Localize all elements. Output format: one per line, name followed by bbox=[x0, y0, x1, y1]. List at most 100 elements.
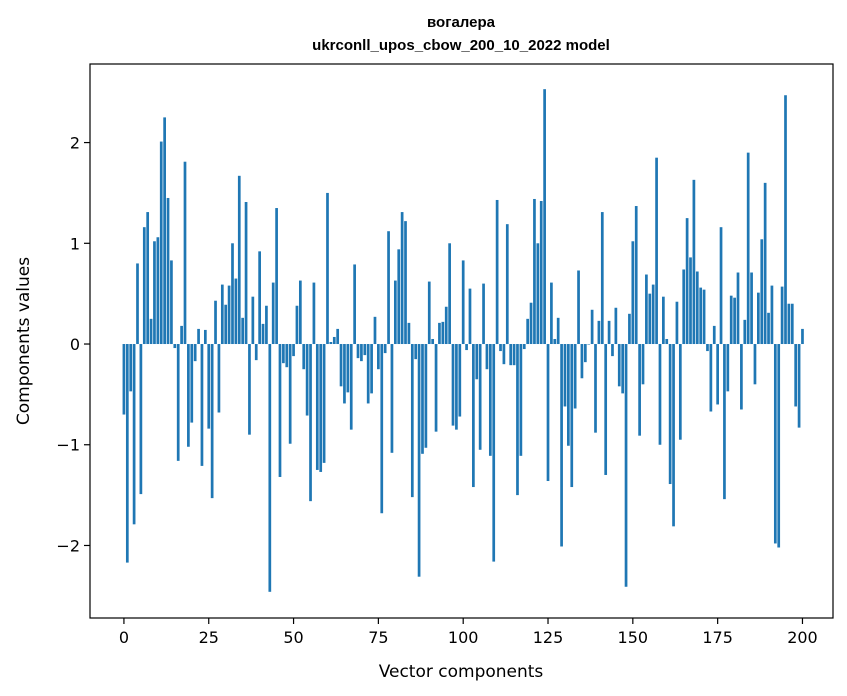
bar bbox=[231, 243, 234, 345]
bar bbox=[122, 344, 126, 415]
bar bbox=[451, 344, 455, 426]
bar bbox=[214, 300, 217, 345]
bar bbox=[770, 285, 774, 345]
bar bbox=[170, 260, 173, 345]
bar bbox=[563, 344, 567, 407]
bar bbox=[729, 295, 733, 345]
bar bbox=[414, 344, 418, 360]
bar bbox=[685, 218, 689, 345]
bar bbox=[434, 344, 438, 432]
bar bbox=[404, 221, 407, 345]
bar bbox=[187, 344, 190, 447]
bar bbox=[207, 344, 211, 429]
bar bbox=[424, 344, 428, 448]
bar bbox=[801, 328, 804, 345]
bar bbox=[590, 309, 594, 345]
bar bbox=[597, 320, 601, 345]
bar bbox=[743, 319, 747, 345]
bar bbox=[600, 212, 604, 345]
bar bbox=[604, 344, 608, 475]
bar bbox=[709, 344, 713, 412]
bar bbox=[349, 344, 353, 430]
y-tick-label: 2 bbox=[70, 134, 80, 153]
bar bbox=[611, 344, 614, 357]
chart-title-line-1: вогалера bbox=[427, 14, 496, 31]
bar bbox=[268, 344, 272, 592]
x-tick-label: 200 bbox=[787, 628, 818, 647]
bar bbox=[628, 313, 631, 345]
bar bbox=[302, 344, 306, 370]
y-tick-label: 0 bbox=[70, 335, 80, 354]
bar bbox=[217, 344, 221, 413]
bar bbox=[346, 344, 350, 393]
bar bbox=[370, 344, 373, 394]
bar bbox=[624, 344, 628, 587]
bar bbox=[750, 272, 753, 345]
bar bbox=[248, 344, 251, 435]
bar bbox=[706, 344, 709, 352]
bar bbox=[478, 344, 482, 450]
bar bbox=[417, 344, 421, 577]
bar bbox=[353, 264, 356, 345]
bar bbox=[319, 344, 323, 472]
bar bbox=[550, 282, 553, 345]
bar bbox=[546, 344, 550, 482]
bar bbox=[757, 292, 760, 345]
bar bbox=[393, 280, 397, 345]
bar bbox=[444, 306, 448, 345]
bar bbox=[458, 344, 462, 417]
bar bbox=[488, 344, 492, 456]
bar bbox=[509, 344, 513, 366]
bar bbox=[468, 288, 472, 345]
bar bbox=[543, 89, 546, 345]
bar bbox=[438, 322, 441, 345]
bars-group bbox=[122, 89, 804, 592]
bar bbox=[712, 325, 716, 345]
bar bbox=[672, 344, 675, 527]
bar bbox=[305, 344, 309, 416]
bar bbox=[787, 303, 791, 345]
y-axis-label: Components values bbox=[14, 257, 34, 425]
bar bbox=[254, 344, 258, 361]
bar bbox=[339, 344, 343, 387]
x-axis-label: Vector components bbox=[379, 662, 544, 682]
bar bbox=[505, 224, 509, 345]
bar bbox=[360, 344, 363, 362]
bar bbox=[329, 342, 333, 345]
bar bbox=[736, 272, 740, 345]
bar bbox=[773, 344, 777, 544]
bar bbox=[220, 284, 224, 345]
bar bbox=[760, 239, 764, 345]
bar bbox=[298, 280, 302, 345]
bar bbox=[377, 344, 380, 370]
bar bbox=[475, 344, 479, 380]
bar bbox=[658, 344, 662, 445]
bar bbox=[512, 344, 516, 366]
bar bbox=[163, 117, 166, 345]
bar bbox=[193, 344, 197, 362]
bar bbox=[492, 344, 496, 562]
bar bbox=[241, 317, 245, 345]
x-tick-label: 0 bbox=[119, 628, 129, 647]
bar bbox=[258, 251, 261, 345]
bar bbox=[390, 344, 394, 453]
x-tick-label: 75 bbox=[368, 628, 388, 647]
bar bbox=[526, 318, 530, 345]
bar bbox=[607, 320, 611, 345]
bar bbox=[482, 283, 485, 345]
bar bbox=[421, 344, 424, 454]
bar bbox=[261, 323, 265, 345]
bar bbox=[309, 344, 312, 502]
bar bbox=[322, 344, 326, 463]
bar bbox=[692, 179, 696, 345]
bar bbox=[156, 237, 160, 345]
bar bbox=[560, 344, 563, 547]
y-tick-label: −2 bbox=[56, 536, 80, 555]
x-tick-label: 25 bbox=[199, 628, 219, 647]
bar bbox=[227, 285, 231, 345]
bar bbox=[363, 344, 367, 356]
bar bbox=[553, 338, 557, 345]
bar bbox=[797, 344, 801, 428]
bar bbox=[702, 289, 706, 345]
bar bbox=[485, 344, 489, 370]
